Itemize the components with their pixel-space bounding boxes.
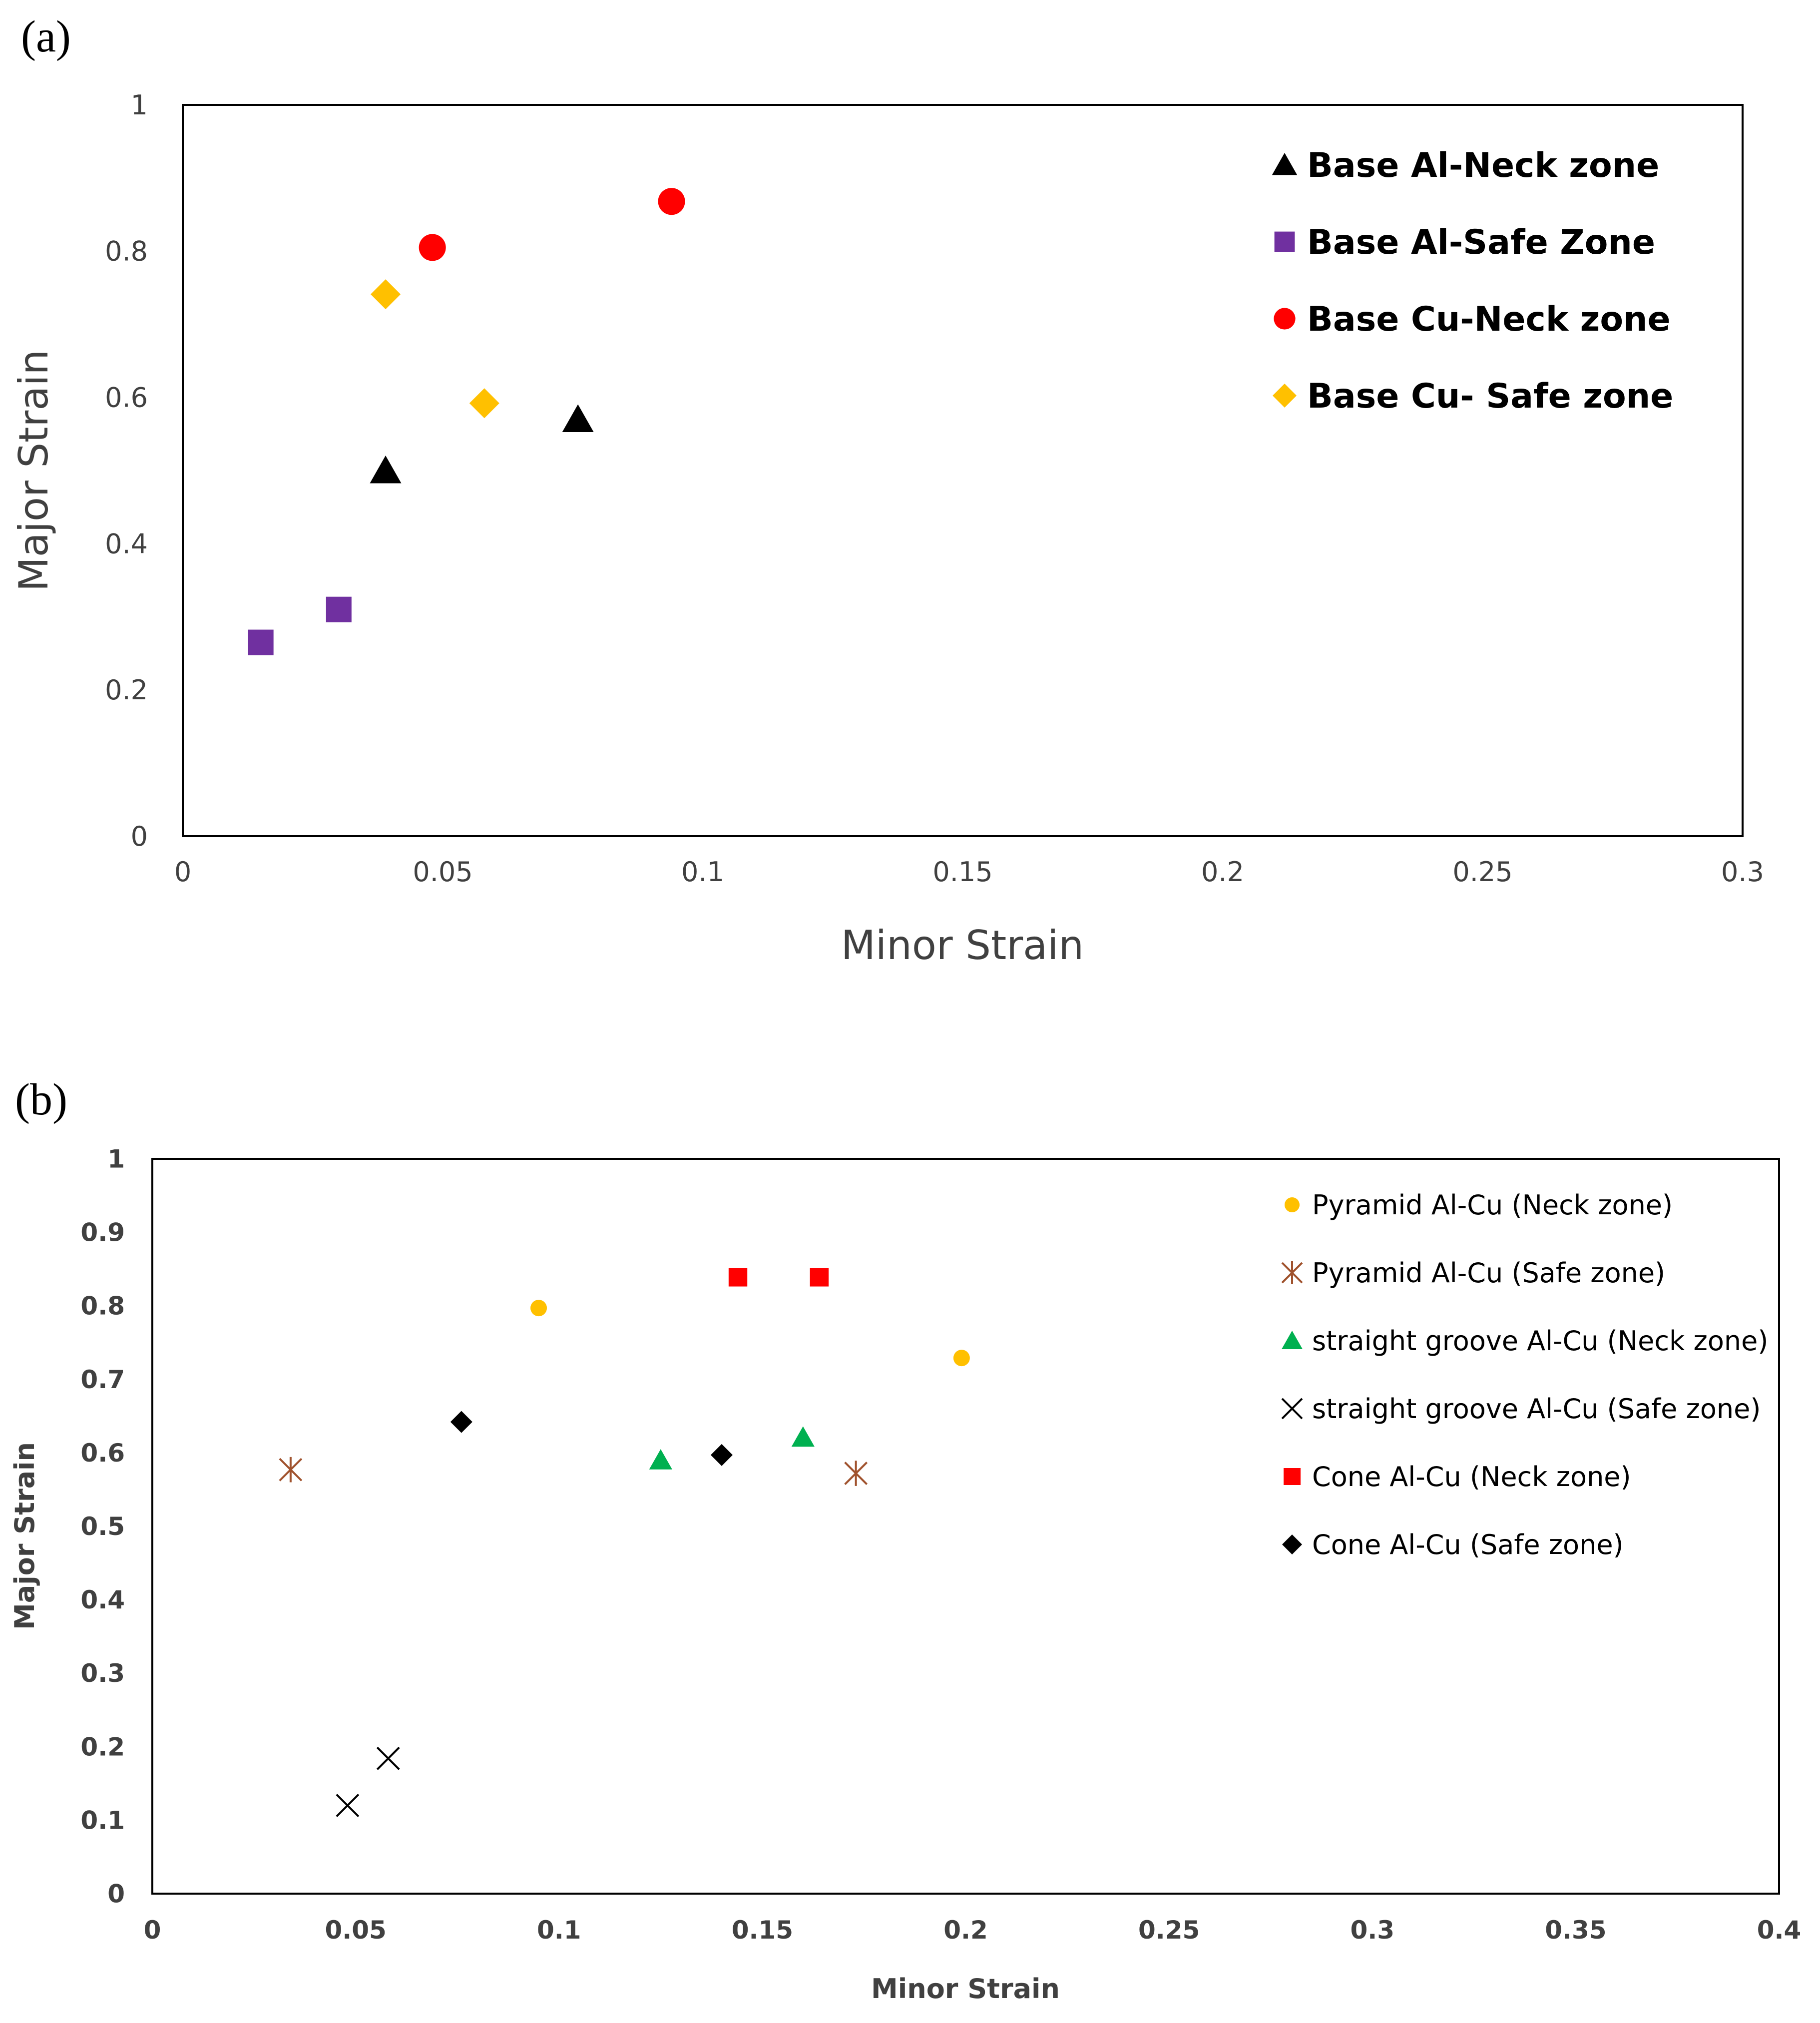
- scatter-chart-b: 0 0.1 0.2 0.3 0.4 0.5 0.6 0.7 0.8 0.9 1 0 0.05 0.1 0.…: [9, 1145, 1802, 2005]
- legend-marker-icon: [1281, 1261, 1303, 1284]
- x-tick-labels-a: 0 0.05 0.1 0.15 0.2 0.25 0.3: [174, 856, 1764, 888]
- x-tick-labels-b: 0 0.05 0.1 0.15 0.2 0.25 0.3 0.35 0.4: [144, 1916, 1802, 1945]
- y-tick-label: 0.9: [80, 1218, 125, 1247]
- data-point: [658, 188, 685, 215]
- legend-marker-icon: [1272, 153, 1298, 175]
- legend-marker-icon: [1273, 384, 1297, 408]
- x-tick-label: 0.3: [1350, 1916, 1394, 1945]
- y-tick-label: 0.2: [80, 1732, 125, 1761]
- x-tick-label: 0.1: [681, 856, 724, 888]
- legend-marker-icon: [1282, 1534, 1302, 1554]
- x-tick-label: 0: [174, 856, 191, 888]
- x-tick-label: 0.05: [325, 1916, 386, 1945]
- x-tick-label: 0.3: [1721, 856, 1764, 888]
- data-point: [791, 1426, 815, 1447]
- legend-entry: straight groove Al-Cu (Safe zone): [1312, 1393, 1761, 1425]
- data-point: [649, 1449, 672, 1470]
- y-tick-label: 0.6: [105, 382, 148, 414]
- data-point: [326, 596, 352, 622]
- y-tick-label: 0.8: [80, 1292, 125, 1321]
- y-tick-label: 1: [131, 89, 148, 121]
- x-tick-label: 0.05: [413, 856, 472, 888]
- y-tick-label: 0.7: [80, 1365, 125, 1394]
- data-point: [450, 1411, 472, 1433]
- data-point: [728, 1268, 748, 1287]
- legend-marker-icon: [1281, 1398, 1303, 1420]
- data-point: [530, 1300, 547, 1317]
- legend-entry: Pyramid Al-Cu (Neck zone): [1312, 1189, 1673, 1221]
- data-point: [844, 1461, 868, 1486]
- y-axis-title-a: Major Strain: [10, 350, 57, 592]
- y-tick-label: 0.6: [80, 1439, 125, 1468]
- legend-entry: Base Cu- Safe zone: [1307, 377, 1673, 416]
- x-tick-label: 0.2: [1201, 856, 1244, 888]
- scatter-chart-a: 0 0.2 0.4 0.6 0.8 1 0 0.05 0.1 0.15 0.2 0.25 0.3 Mi…: [10, 89, 1764, 969]
- x-tick-label: 0.25: [1452, 856, 1512, 888]
- legend-entry: Base Cu-Neck zone: [1307, 300, 1671, 339]
- x-tick-label: 0.15: [932, 856, 992, 888]
- legend-a: Base Al-Neck zone Base Al-Safe Zone Base C…: [1272, 146, 1673, 416]
- legend-entry: Pyramid Al-Cu (Safe zone): [1312, 1257, 1665, 1289]
- data-point: [953, 1350, 970, 1367]
- legend-entry: Cone Al-Cu (Neck zone): [1312, 1461, 1631, 1493]
- x-tick-label: 0.1: [537, 1916, 581, 1945]
- legend-entry: straight groove Al-Cu (Neck zone): [1312, 1325, 1768, 1357]
- data-point: [279, 1457, 303, 1483]
- x-tick-label: 0.35: [1545, 1916, 1606, 1945]
- y-tick-label: 0.4: [80, 1585, 125, 1614]
- data-point: [376, 1746, 400, 1770]
- legend-entry: Cone Al-Cu (Safe zone): [1312, 1529, 1624, 1560]
- plot-area-a: [182, 104, 1744, 837]
- data-point: [370, 456, 402, 484]
- y-tick-labels-a: 0 0.2 0.4 0.6 0.8 1: [105, 89, 148, 852]
- data-point: [810, 1268, 829, 1287]
- legend-entry: Base Al-Neck zone: [1307, 146, 1659, 185]
- legend-marker-icon: [1274, 308, 1296, 330]
- plot-area-b: [151, 1158, 1780, 1895]
- legend-entry: Base Al-Safe Zone: [1307, 223, 1655, 262]
- x-tick-label: 0.2: [943, 1916, 988, 1945]
- y-tick-label: 0.2: [105, 674, 148, 706]
- x-axis-title-b: Minor Strain: [871, 1973, 1060, 2005]
- data-point: [370, 279, 401, 310]
- y-tick-label: 0.4: [105, 528, 148, 559]
- y-tick-label: 0.5: [80, 1512, 125, 1541]
- data-points-a: [248, 188, 685, 655]
- data-point: [248, 629, 274, 655]
- data-point: [336, 1794, 360, 1817]
- data-point: [710, 1444, 733, 1466]
- y-tick-label: 0.3: [80, 1659, 125, 1688]
- legend-marker-icon: [1274, 231, 1295, 252]
- x-tick-label: 0.15: [732, 1916, 793, 1945]
- legend-marker-icon: [1282, 1331, 1303, 1349]
- y-tick-label: 0.1: [80, 1806, 125, 1835]
- x-tick-label: 0.25: [1138, 1916, 1200, 1945]
- legend-b: Pyramid Al-Cu (Neck zone) Pyramid Al-Cu (…: [1281, 1189, 1768, 1560]
- legend-marker-icon: [1284, 1468, 1301, 1485]
- y-tick-label: 0: [131, 821, 148, 852]
- data-point: [419, 234, 446, 261]
- x-tick-label: 0: [144, 1916, 161, 1945]
- y-tick-labels-b: 0 0.1 0.2 0.3 0.4 0.5 0.6 0.7 0.8 0.9 1: [80, 1145, 125, 1909]
- x-tick-label: 0.4: [1757, 1916, 1802, 1945]
- x-axis-title-a: Minor Strain: [841, 922, 1084, 969]
- panel-label-b: (b): [15, 1075, 67, 1124]
- data-points-b: [279, 1268, 970, 1817]
- data-point: [469, 388, 499, 419]
- y-tick-label: 0: [107, 1880, 125, 1909]
- y-tick-label: 1: [107, 1145, 125, 1174]
- legend-marker-icon: [1285, 1197, 1300, 1212]
- y-tick-label: 0.8: [105, 236, 148, 267]
- y-axis-title-b: Major Strain: [9, 1442, 40, 1630]
- panel-label-a: (a): [21, 12, 71, 61]
- data-point: [562, 404, 594, 433]
